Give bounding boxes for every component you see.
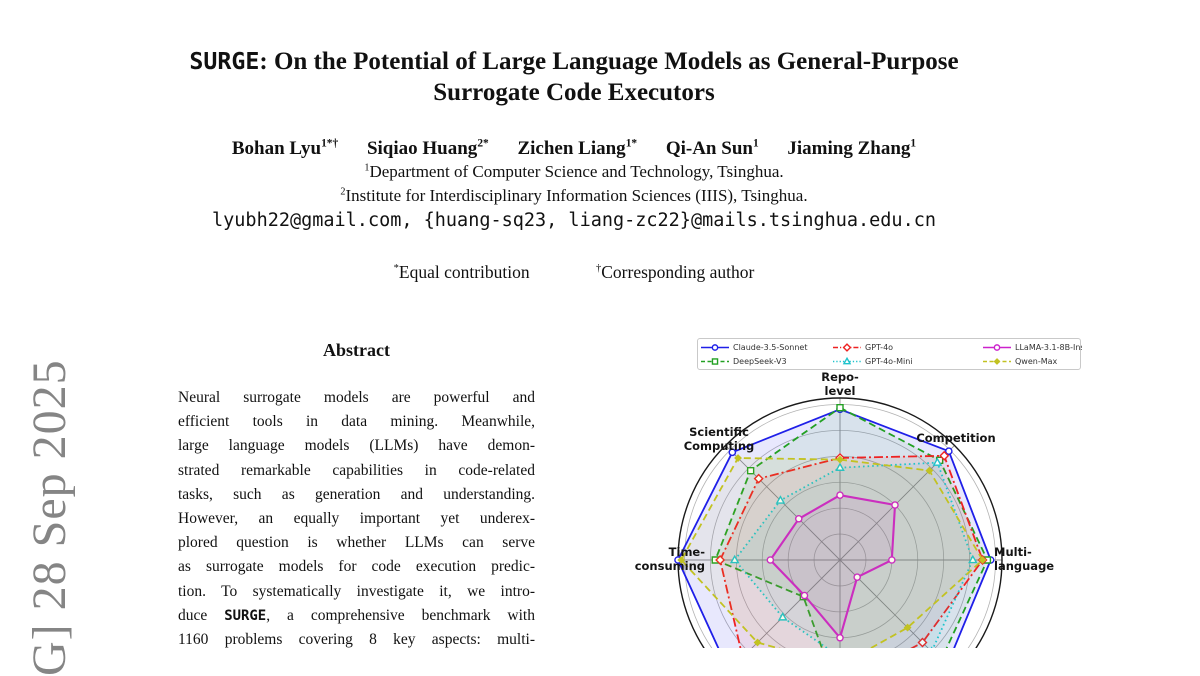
abstract-line: plored question is whether LLMs can serv… <box>178 534 535 552</box>
legend-label: LLaMA-3.1-8B-Instruct <box>1015 342 1082 352</box>
abstract-line: strated remarkable capabilities in code-… <box>178 461 535 479</box>
author: Siqiao Huang2* <box>366 138 489 160</box>
author: Jiaming Zhang1 <box>787 138 917 160</box>
abstract-line: tion. To systematically investigate it, … <box>178 582 535 600</box>
abstract-body: Neural surrogate models are powerful and… <box>178 386 535 652</box>
author-superscript: 1* <box>625 138 638 150</box>
abstract-line: large language models (LLMs) have demon- <box>178 437 535 455</box>
legend-line-sample <box>983 357 1011 365</box>
paper-brand: SURGE <box>224 607 267 624</box>
legend-item: Qwen-Max <box>982 356 1082 367</box>
legend-item: GPT-4o-Mini <box>832 356 982 367</box>
affiliation-1: 1Department of Computer Science and Tech… <box>364 162 784 181</box>
svg-text:Competition: Competition <box>916 431 995 445</box>
legend-label: DeepSeek-V3 <box>733 356 787 366</box>
abstract-line: duce SURGE, a comprehensive benchmark wi… <box>178 606 535 624</box>
svg-text:Repo-level: Repo-level <box>821 372 859 398</box>
abstract-heading: Abstract <box>323 340 390 360</box>
abstract-line: tasks, such as generation and understand… <box>178 485 535 503</box>
abstract-line: 1160 problems covering 8 key aspects: mu… <box>178 630 535 648</box>
legend-item: LLaMA-3.1-8B-Instruct <box>982 342 1082 353</box>
arxiv-stamp: G] 28 Sep 2025 <box>23 359 76 676</box>
chart-legend: Claude-3.5-Sonnet DeepSeek-V3 GPT-4o GPT… <box>697 338 1082 370</box>
legend-label: Qwen-Max <box>1015 356 1058 366</box>
equal-contribution-note: *Equal contribution <box>393 262 530 282</box>
author-superscript: 1 <box>910 138 917 150</box>
radar-chart: Repo-level Competition Multi-language Time-… <box>635 372 1054 648</box>
page-title-line2: Surrogate Code Executors <box>433 79 715 106</box>
legend-item: Claude-3.5-Sonnet <box>700 342 832 353</box>
abstract-line: efficient tools in data mining. Meanwhil… <box>178 413 535 431</box>
paper-title-rest: : On the Potential of Large Language Mod… <box>259 48 959 75</box>
author-superscript: 1*† <box>321 138 339 150</box>
legend-item: DeepSeek-V3 <box>700 356 832 367</box>
abstract-line: However, an equally important yet undere… <box>178 509 535 527</box>
legend-line-sample <box>833 342 861 352</box>
corresponding-author-note: †Corresponding author <box>596 262 755 282</box>
legend-label: Claude-3.5-Sonnet <box>733 342 808 352</box>
author: Qi-An Sun1 <box>665 138 759 160</box>
author: Bohan Lyu1*† <box>231 138 339 160</box>
abstract-line: Neural surrogate models are powerful and <box>178 389 535 406</box>
contribution-notes: *Equal contribution †Corresponding autho… <box>0 262 1148 283</box>
legend-item: GPT-4o <box>832 342 982 353</box>
author-superscript: 2* <box>477 138 489 150</box>
author: Zichen Liang1* <box>517 138 638 160</box>
author-list: Bohan Lyu1*† Siqiao Huang2* Zichen Liang… <box>0 138 1148 160</box>
svg-text:Time-consuming: Time-consuming <box>635 545 706 573</box>
legend-line-sample <box>701 343 729 351</box>
legend-label: GPT-4o <box>865 342 894 352</box>
affiliation-2: 2Institute for Interdisciplinary Informa… <box>340 186 808 205</box>
page-title-line1: SURGE: On the Potential of Large Languag… <box>0 47 1148 77</box>
legend-line-sample <box>701 357 729 365</box>
legend-line-sample <box>983 343 1011 351</box>
abstract-line: as surrogate models for code execution p… <box>178 558 535 576</box>
svg-text:Multi-language: Multi-language <box>994 545 1054 573</box>
legend-line-sample <box>833 356 861 364</box>
legend-label: GPT-4o-Mini <box>865 356 913 366</box>
paper-brand: SURGE <box>189 48 260 75</box>
author-emails: lyubh22@gmail.com, {huang-sq23, liang-zc… <box>212 210 936 231</box>
author-superscript: 1 <box>752 138 759 150</box>
